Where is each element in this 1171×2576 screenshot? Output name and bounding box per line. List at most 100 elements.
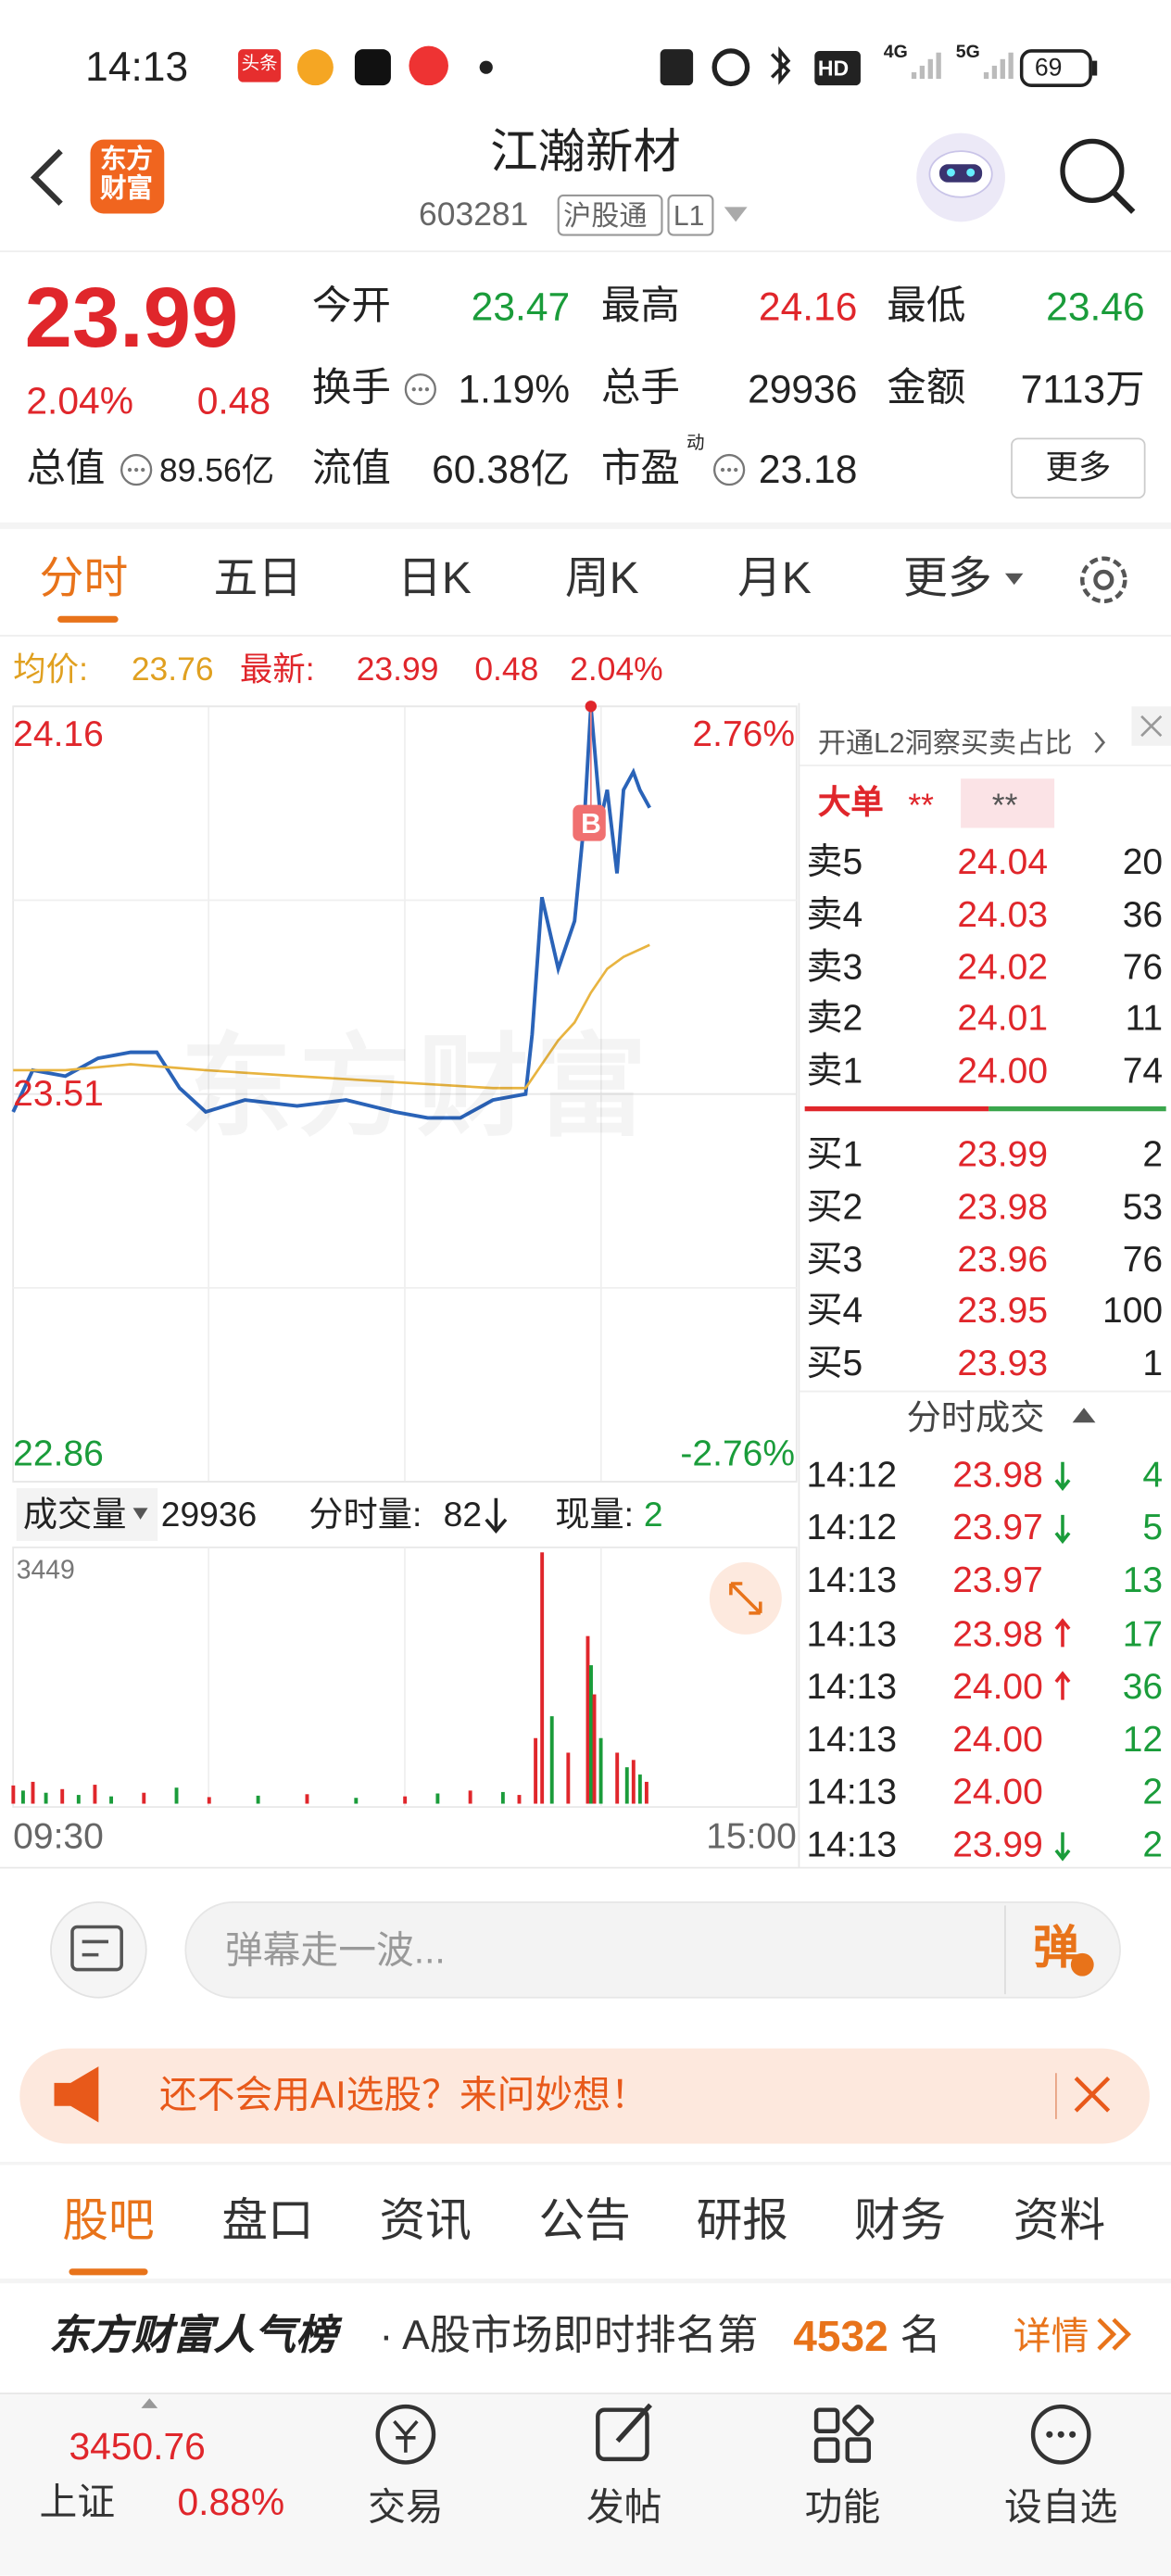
stat-value: 23.46 [1046,285,1145,331]
trade-time: 14:12 [806,1506,898,1548]
tab[interactable]: 日K [397,553,472,603]
tab[interactable]: 五日 [213,553,303,603]
signal-bar [936,52,941,80]
section-tab[interactable]: 财务 [853,2194,947,2246]
logo-text: 东方 [100,145,153,174]
book-volume: 74 [1122,1050,1164,1092]
book-price: 23.99 [957,1133,1049,1175]
latest-change: 0.48 [474,651,539,688]
network-label: 4G [883,43,908,63]
trade-volume: 4 [1142,1453,1164,1496]
comment-input[interactable]: 弹幕走一波... [224,1928,446,1972]
info-dot [418,387,422,392]
volume-bar [589,1665,593,1804]
volume-bar [517,1795,522,1804]
change: 0.48 [196,379,271,423]
trade-price: 24.00 [952,1665,1043,1707]
volume-bar [31,1781,35,1804]
book-label: 买2 [806,1185,863,1227]
avg-label: 均价: [13,651,88,688]
book-volume: 76 [1122,1237,1164,1280]
index-value[interactable]: 3450.76 [69,2424,206,2468]
trade-marker: B [581,808,601,840]
book-label: 卖3 [806,945,863,987]
stat-superscript: 动 [686,434,705,454]
watermark: 东方财富 [181,1031,654,1143]
book-price: 24.03 [957,893,1049,935]
nav-item[interactable]: 设自选 [1004,2485,1118,2529]
y-tick-label: 22.86 [13,1432,104,1474]
volume-label[interactable]: 成交量 [22,1496,127,1534]
stock-code: 603281 [419,196,529,234]
stock-name: 江瀚新材 [490,126,681,180]
big-order-value: ** [991,788,1018,825]
section-tab[interactable]: 公告 [538,2194,631,2246]
now-volume: 2 [643,1496,663,1534]
tab[interactable]: 月K [737,553,812,603]
popularity-rank: 4532 [793,2311,888,2361]
popularity-link[interactable]: 详情 [1013,2314,1089,2357]
section-tab[interactable]: 股吧 [62,2194,155,2246]
nav-item[interactable]: 功能 [804,2485,881,2529]
pct-tick-label: 2.76% [692,713,796,754]
volume-bar [109,1796,114,1804]
popularity-brand: 东方财富人气榜 [49,2313,337,2359]
book-volume: 20 [1122,840,1164,882]
pct-tick-label: -2.76% [680,1432,796,1474]
volume-bar [592,1694,597,1804]
network-label: 5G [955,43,980,63]
banner-text[interactable]: 还不会用AI选股？来问妙想！ [158,2073,648,2116]
minute-volume: 82 [443,1496,483,1534]
section-tab[interactable]: 研报 [696,2194,788,2246]
volume-bar [644,1781,648,1804]
trade-volume: 12 [1122,1718,1164,1760]
price: 23.99 [24,271,239,367]
stat-value: 60.38亿 [432,448,571,493]
volume-bar [637,1774,642,1804]
stat-label: 流值 [311,447,391,492]
book-price: 24.02 [957,945,1049,987]
book-volume: 2 [1142,1133,1164,1175]
trade-price: 23.98 [952,1453,1043,1496]
tab[interactable]: 周K [564,553,639,603]
tab[interactable]: 分时 [39,553,129,603]
volume-bar [354,1798,359,1804]
volume-bar [60,1788,65,1804]
popularity-suffix: 名 [900,2313,941,2359]
trade-arrow [1054,1461,1071,1491]
volume-bar [468,1790,472,1804]
l2-title[interactable]: 开通L2洞察买卖占比 [817,727,1073,760]
volume-bar [44,1792,48,1804]
book-label: 卖2 [806,997,863,1040]
section-tab[interactable]: 资料 [1013,2194,1106,2246]
trade-arrow [1054,1832,1071,1862]
info-dot [424,387,430,392]
trade-volume: 13 [1122,1559,1164,1601]
book-volume: 36 [1122,893,1164,935]
volume-bar [93,1785,97,1804]
trade-price: 24.00 [952,1771,1043,1812]
nav-item[interactable]: 交易 [368,2485,444,2529]
signal-bar [983,72,989,80]
trade-price: 24.00 [952,1718,1043,1760]
volume-bar [435,1793,440,1804]
volume-bar [549,1716,554,1804]
index-change: 0.88% [177,2480,285,2524]
book-price: 23.95 [957,1290,1049,1332]
stat-value: 23.18 [758,448,858,493]
nav-item[interactable]: 发帖 [586,2485,662,2529]
book-label: 卖5 [806,840,863,882]
tab[interactable]: 更多 [903,553,992,603]
signal-bar [919,65,925,80]
book-volume: 100 [1102,1290,1164,1332]
section-tab[interactable]: 资讯 [379,2194,472,2246]
stat-label: 换手 [311,366,391,411]
section-tab[interactable]: 盘口 [221,2194,314,2246]
danmaku-button[interactable]: 弹 [1033,1922,1079,1974]
trade-volume: 36 [1122,1665,1164,1707]
book-price: 24.01 [957,997,1049,1040]
more-button[interactable]: 更多 [1045,449,1112,486]
